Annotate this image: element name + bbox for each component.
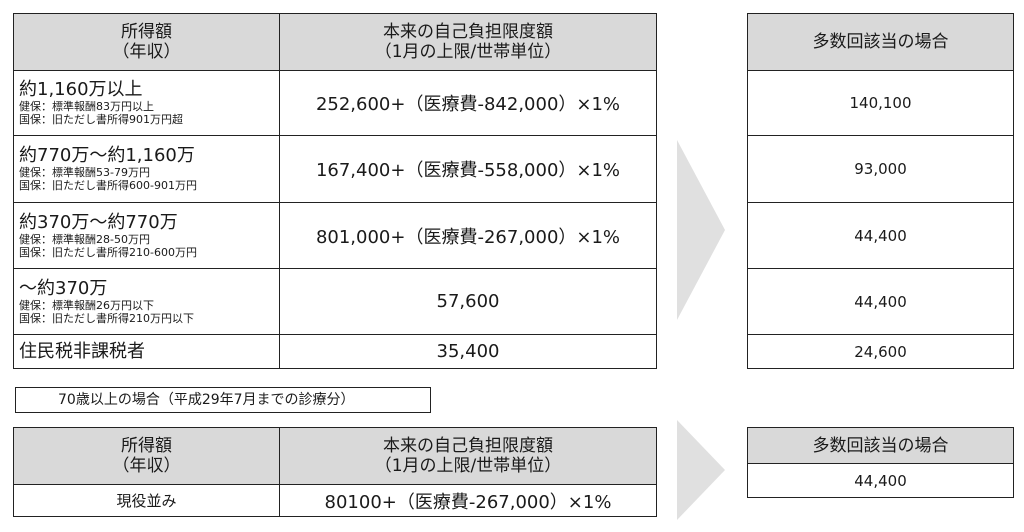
income-header-line1: 所得額 — [121, 436, 172, 456]
income-header: 所得額 （年収） — [13, 427, 280, 485]
elderly-multiple-occurrence-table: 多数回該当の場合 44,400 — [747, 427, 1014, 498]
kokuho-condition: 国保：旧ただし書所得901万円超 — [19, 113, 183, 126]
limit-cell: 801,000+（医療費-267,000）×1% — [279, 202, 657, 269]
kenpo-condition: 健保：標準報酬28-50万円 — [19, 232, 150, 246]
income-cell: 現役並み — [13, 484, 280, 517]
table-row: 現役並み 80100+（医療費-267,000）×1% — [13, 484, 657, 517]
table-row: 44,400 — [747, 463, 1014, 498]
table-row: 93,000 — [747, 135, 1014, 203]
limit-header-line1: 本来の自己負担限度額 — [383, 436, 553, 456]
income-cell: 約370万～約770万 健保：標準報酬28-50万円 国保：旧ただし書所得210… — [13, 202, 280, 269]
right-arrow-icon — [677, 420, 725, 520]
limit-cell: 80100+（医療費-267,000）×1% — [279, 484, 657, 517]
multiple-occurrence-table: 多数回該当の場合 140,100 93,000 44,400 44,400 24… — [747, 13, 1014, 369]
limit-header-line2: （1月の上限/世帯単位） — [374, 42, 562, 62]
limit-header: 本来の自己負担限度額 （1月の上限/世帯単位） — [279, 13, 657, 71]
elderly-note-label: 70歳以上の場合（平成29年7月までの診療分） — [15, 387, 431, 413]
income-header: 所得額 （年収） — [13, 13, 280, 71]
income-cell: 約770万～約1,160万 健保：標準報酬53-79万円 国保：旧ただし書所得6… — [13, 135, 280, 203]
table-row: 44,400 — [747, 268, 1014, 335]
income-cell: 住民税非課税者 — [13, 334, 280, 369]
limit-header: 本来の自己負担限度額 （1月の上限/世帯単位） — [279, 427, 657, 485]
kokuho-condition: 国保：旧ただし書所得600-901万円 — [19, 179, 197, 192]
multiple-header: 多数回該当の場合 — [747, 427, 1014, 464]
table-row: 住民税非課税者 35,400 — [13, 334, 657, 369]
multiple-value: 93,000 — [747, 135, 1014, 203]
limit-header-line1: 本来の自己負担限度額 — [383, 22, 553, 42]
multiple-value: 44,400 — [747, 268, 1014, 335]
table-row: 140,100 — [747, 70, 1014, 136]
kokuho-condition: 国保：旧ただし書所得210-600万円 — [19, 245, 197, 259]
table-row: 約370万～約770万 健保：標準報酬28-50万円 国保：旧ただし書所得210… — [13, 202, 657, 269]
multiple-value: 140,100 — [747, 70, 1014, 136]
right-arrow-icon — [677, 140, 725, 320]
income-cell: 約1,160万以上 健保：標準報酬83万円以上 国保：旧ただし書所得901万円超 — [13, 70, 280, 136]
limit-header-line2: （1月の上限/世帯単位） — [374, 456, 562, 476]
kenpo-condition: 健保：標準報酬26万円以下 — [19, 298, 154, 312]
table-row: 約1,160万以上 健保：標準報酬83万円以上 国保：旧ただし書所得901万円超… — [13, 70, 657, 136]
limit-cell: 35,400 — [279, 334, 657, 369]
table-row: 約770万～約1,160万 健保：標準報酬53-79万円 国保：旧ただし書所得6… — [13, 135, 657, 203]
income-header-line2: （年収） — [112, 42, 181, 62]
multiple-value: 44,400 — [747, 202, 1014, 269]
income-range: 約770万～約1,160万 — [19, 145, 195, 166]
limit-cell: 252,600+（医療費-842,000）×1% — [279, 70, 657, 136]
table-row: ～約370万 健保：標準報酬26万円以下 国保：旧ただし書所得210万円以下 5… — [13, 268, 657, 335]
kokuho-condition: 国保：旧ただし書所得210万円以下 — [19, 311, 194, 325]
income-header-line2: （年収） — [112, 456, 181, 476]
income-cell: ～約370万 健保：標準報酬26万円以下 国保：旧ただし書所得210万円以下 — [13, 268, 280, 335]
income-limit-table: 所得額 （年収） 本来の自己負担限度額 （1月の上限/世帯単位） 約1,160万… — [13, 13, 657, 369]
income-range: 約370万～約770万 — [19, 211, 178, 233]
kenpo-condition: 健保：標準報酬83万円以上 — [19, 100, 154, 113]
elderly-income-limit-table: 所得額 （年収） 本来の自己負担限度額 （1月の上限/世帯単位） 現役並み 80… — [13, 427, 657, 517]
multiple-header: 多数回該当の場合 — [747, 13, 1014, 71]
multiple-value: 24,600 — [747, 334, 1014, 369]
income-header-line1: 所得額 — [121, 22, 172, 42]
income-range: 約1,160万以上 — [19, 79, 143, 100]
multiple-value: 44,400 — [747, 463, 1014, 498]
limit-cell: 167,400+（医療費-558,000）×1% — [279, 135, 657, 203]
kenpo-condition: 健保：標準報酬53-79万円 — [19, 166, 150, 179]
income-range: 住民税非課税者 — [19, 340, 145, 362]
table-row: 24,600 — [747, 334, 1014, 369]
table-row: 44,400 — [747, 202, 1014, 269]
income-range: ～約370万 — [19, 277, 108, 299]
limit-cell: 57,600 — [279, 268, 657, 335]
